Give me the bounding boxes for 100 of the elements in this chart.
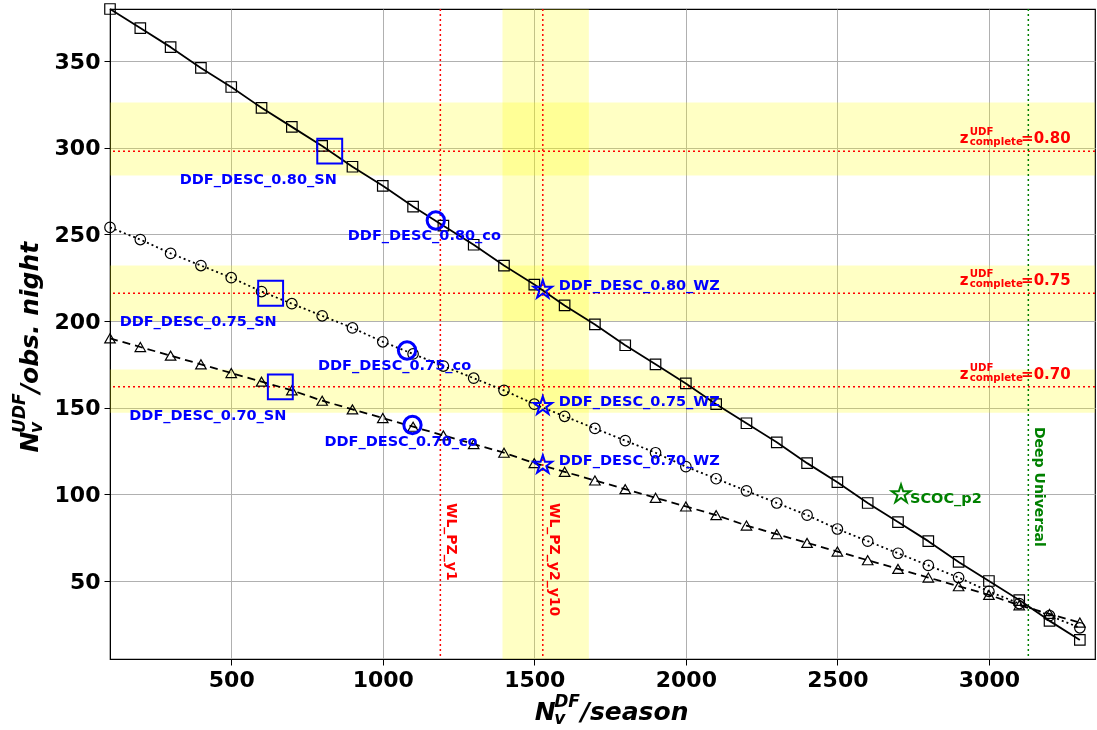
point xyxy=(286,297,298,310)
point xyxy=(589,422,601,435)
point xyxy=(861,555,874,566)
y-tick-label: 350 xyxy=(54,48,101,74)
point xyxy=(801,537,813,549)
point xyxy=(922,559,935,572)
y-tick-label: 200 xyxy=(54,308,101,334)
point xyxy=(255,376,268,387)
ref-line-label: WL_PZ_y1 xyxy=(443,503,461,581)
series-label: DDF_DESC_0.80_SN xyxy=(179,171,337,189)
point xyxy=(649,492,662,503)
point xyxy=(225,367,238,379)
y-tick-label: 150 xyxy=(54,395,101,421)
point xyxy=(649,358,662,371)
point xyxy=(530,277,555,301)
ref-line-label: WL_PZ_y2_y10 xyxy=(545,503,563,617)
point xyxy=(589,475,601,486)
point xyxy=(530,393,555,417)
point xyxy=(407,200,419,213)
point xyxy=(195,259,207,272)
point xyxy=(255,101,268,114)
x-tick-label: 3000 xyxy=(958,666,1021,692)
point xyxy=(740,417,753,430)
point xyxy=(589,318,601,331)
point xyxy=(892,516,904,528)
point xyxy=(983,585,995,598)
point xyxy=(740,520,753,531)
point xyxy=(861,497,874,509)
point xyxy=(225,271,238,284)
y-axis-title: NvUDF/obs. night xyxy=(8,240,46,453)
point xyxy=(266,373,294,401)
point xyxy=(104,333,116,344)
x-tick-label: 1000 xyxy=(352,666,414,692)
point xyxy=(530,452,555,476)
point xyxy=(134,22,147,34)
point xyxy=(680,377,692,390)
point xyxy=(257,279,285,307)
point xyxy=(134,233,147,246)
point xyxy=(1043,615,1056,627)
point xyxy=(619,434,632,447)
series-label: DDF_DESC_0.80_WZ xyxy=(558,276,720,294)
ref-line-label: Deep Universal xyxy=(1032,427,1049,547)
y-tick-label: 100 xyxy=(54,481,101,507)
point xyxy=(831,476,844,489)
point xyxy=(164,350,177,361)
point xyxy=(376,412,389,424)
point xyxy=(861,535,874,547)
point xyxy=(1013,594,1026,606)
point xyxy=(528,278,541,291)
point xyxy=(892,563,904,575)
point xyxy=(104,221,116,234)
point xyxy=(225,81,238,93)
point xyxy=(376,179,389,192)
point xyxy=(316,309,328,322)
x-tick-label: 2500 xyxy=(807,666,869,692)
series-label: SCOC_p2 xyxy=(910,490,982,508)
point xyxy=(952,556,965,568)
point xyxy=(952,581,965,592)
point xyxy=(680,501,692,512)
point xyxy=(164,247,177,260)
x-tick-label: 2000 xyxy=(655,666,717,692)
point xyxy=(922,572,935,583)
point xyxy=(396,340,418,361)
point xyxy=(528,457,541,469)
series-label: DDF_DESC_0.70_SN xyxy=(129,406,287,424)
y-tick-label: 250 xyxy=(54,221,101,247)
series-label: DDF_DESC_0.75_SN xyxy=(119,313,277,331)
point xyxy=(134,341,147,353)
point xyxy=(255,285,268,298)
point xyxy=(801,509,813,521)
point xyxy=(164,41,177,53)
point xyxy=(286,385,298,396)
point xyxy=(801,457,813,469)
x-tick-label: 1500 xyxy=(504,666,566,692)
point xyxy=(195,62,207,74)
x-tick-label: 500 xyxy=(208,666,255,692)
point xyxy=(983,575,995,587)
point xyxy=(983,589,995,601)
point xyxy=(498,447,510,458)
point xyxy=(710,472,722,485)
point xyxy=(892,547,904,560)
point xyxy=(770,497,783,509)
point xyxy=(498,384,510,397)
point xyxy=(831,546,844,557)
point xyxy=(1074,617,1086,628)
point xyxy=(316,395,328,406)
point xyxy=(558,410,571,423)
point xyxy=(402,414,423,436)
point xyxy=(922,535,935,547)
point xyxy=(467,372,480,385)
point xyxy=(346,160,359,173)
point xyxy=(346,322,359,334)
point xyxy=(346,404,359,415)
y-tick-label: 300 xyxy=(54,135,101,161)
point xyxy=(619,483,632,495)
point xyxy=(558,299,571,312)
point xyxy=(425,210,446,231)
point xyxy=(710,509,722,521)
point xyxy=(316,137,344,165)
point xyxy=(619,339,632,352)
